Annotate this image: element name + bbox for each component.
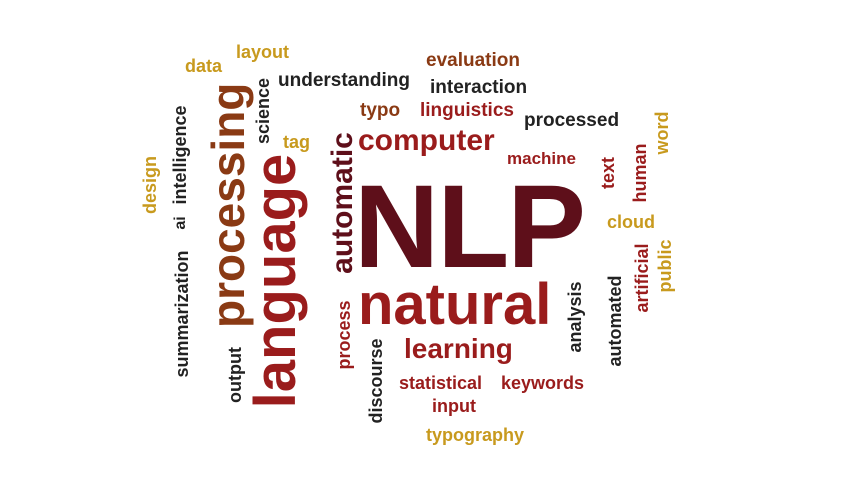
word-typo: typo (360, 100, 401, 121)
word-analysis: analysis (565, 281, 585, 353)
word-computer: computer (358, 124, 495, 157)
word-language: language (243, 153, 308, 409)
word-text: text (598, 157, 618, 190)
word-public: public (655, 239, 675, 293)
word-evaluation: evaluation (426, 50, 520, 71)
word-ai: ai (172, 216, 189, 230)
word-learning: learning (404, 333, 513, 364)
word-word: word (652, 111, 672, 155)
word-linguistics: linguistics (420, 100, 514, 121)
word-typography: typography (426, 425, 525, 445)
word-discourse: discourse (366, 338, 386, 424)
word-interaction: interaction (430, 77, 528, 98)
word-data: data (185, 56, 223, 76)
word-artificial: artificial (632, 243, 652, 313)
word-understanding: understanding (278, 70, 410, 91)
word-processing: processing (202, 82, 254, 328)
word-machine: machine (507, 149, 576, 168)
word-cloud: cloud (607, 212, 655, 232)
word-natural: natural (358, 272, 552, 337)
word-input: input (432, 396, 476, 416)
word-nlp: NLP (354, 161, 586, 293)
word-automatic: automatic (326, 132, 359, 274)
word-process: process (334, 300, 354, 370)
word-output: output (225, 347, 245, 403)
word-statistical: statistical (399, 373, 483, 393)
word-science: science (253, 77, 273, 145)
word-automated: automated (605, 275, 625, 367)
word-design: design (140, 156, 160, 215)
word-layout: layout (236, 42, 290, 62)
word-keywords: keywords (501, 373, 585, 393)
word-summarization: summarization (172, 250, 192, 378)
word-processed: processed (524, 110, 620, 131)
word-human: human (630, 143, 650, 203)
word-tag: tag (283, 132, 310, 152)
word-intelligence: intelligence (170, 105, 190, 205)
